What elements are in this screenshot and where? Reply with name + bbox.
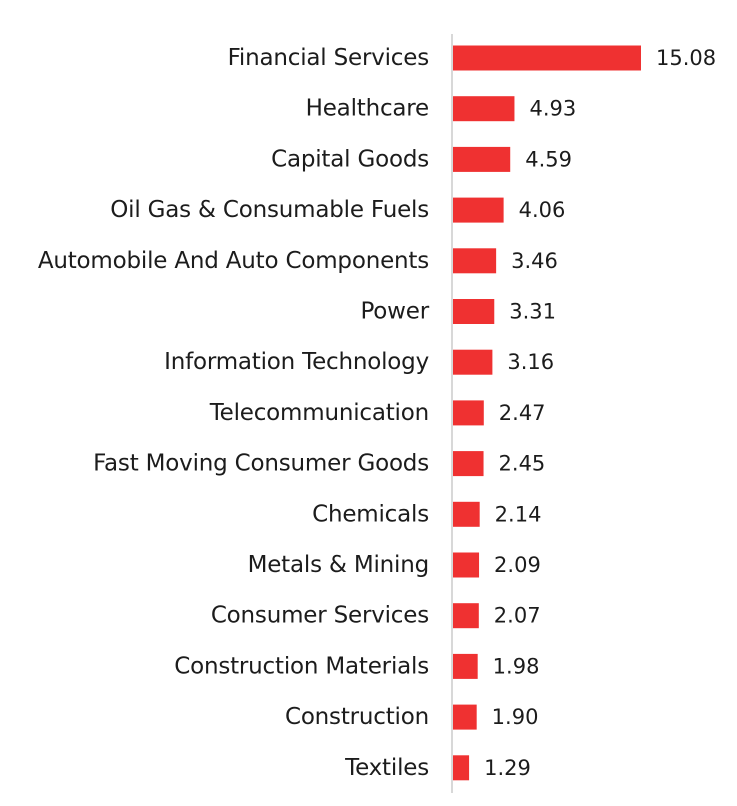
- bar: [453, 755, 470, 781]
- category-label: Healthcare: [306, 96, 429, 122]
- value-label: 3.31: [509, 300, 556, 324]
- value-label: 4.93: [529, 97, 576, 121]
- category-label: Automobile And Auto Components: [38, 248, 429, 274]
- category-label: Construction Materials: [174, 653, 429, 679]
- category-label: Telecommunication: [209, 400, 429, 426]
- value-label: 15.08: [656, 46, 716, 70]
- category-label: Consumer Services: [211, 603, 429, 629]
- category-label: Oil Gas & Consumable Fuels: [110, 197, 429, 223]
- bar: [453, 96, 515, 122]
- category-label: Capital Goods: [271, 146, 429, 172]
- bar: [453, 146, 511, 172]
- value-label: 2.47: [499, 401, 546, 425]
- value-label: 2.09: [494, 553, 541, 577]
- category-label: Power: [360, 299, 429, 325]
- bar: [453, 653, 478, 679]
- category-label: Construction: [285, 704, 429, 730]
- bar: [453, 451, 484, 477]
- bar: [453, 349, 493, 375]
- bar: [453, 552, 480, 578]
- category-label: Chemicals: [312, 501, 429, 527]
- category-label: Information Technology: [164, 349, 429, 375]
- category-label: Fast Moving Consumer Goods: [93, 451, 429, 477]
- bar: [453, 501, 480, 527]
- category-label: Textiles: [344, 755, 429, 781]
- value-label: 3.16: [507, 350, 554, 374]
- category-label: Metals & Mining: [248, 552, 429, 578]
- value-label: 4.59: [525, 147, 572, 171]
- value-label: 2.07: [494, 604, 541, 628]
- value-label: 1.29: [484, 756, 531, 780]
- value-label: 2.14: [495, 502, 542, 526]
- value-label: 2.45: [499, 452, 546, 476]
- value-label: 1.98: [493, 654, 540, 678]
- bar: [453, 248, 497, 274]
- value-label: 1.90: [492, 705, 539, 729]
- bar: [453, 299, 495, 324]
- bar: [453, 400, 484, 426]
- bar: [453, 603, 479, 629]
- bar: [453, 704, 477, 730]
- value-label: 3.46: [511, 249, 558, 273]
- bar: [453, 197, 504, 223]
- bar: [453, 45, 641, 71]
- category-label: Financial Services: [228, 45, 429, 71]
- value-label: 4.06: [519, 198, 566, 222]
